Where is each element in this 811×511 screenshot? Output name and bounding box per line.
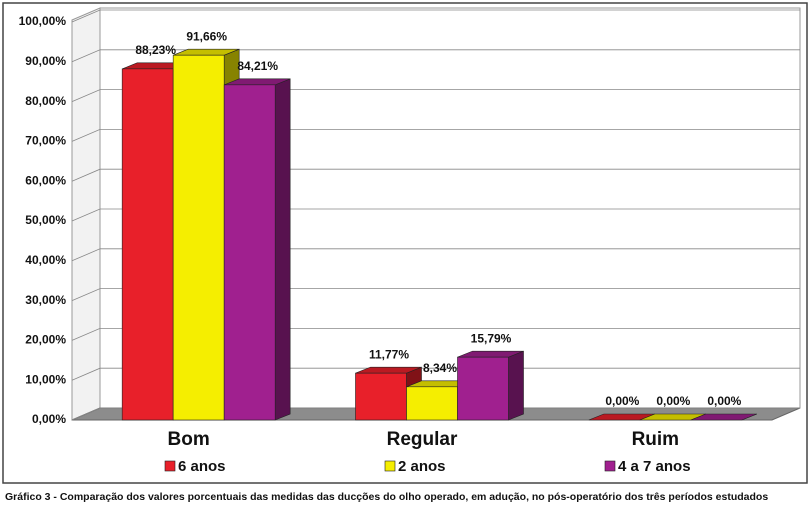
grid-line: [71, 128, 800, 142]
bar: [457, 356, 509, 421]
grid-line: [71, 208, 800, 222]
grid-line: [71, 49, 800, 63]
bar-side: [274, 78, 291, 421]
y-tick-label: 20,00%: [25, 333, 66, 347]
value-label: 15,79%: [471, 331, 512, 345]
value-label: 0,00%: [707, 394, 741, 408]
x-tick-label: Regular: [387, 429, 458, 450]
bar: [223, 84, 276, 421]
y-tick-label: 70,00%: [25, 134, 66, 148]
grid-line: [71, 367, 800, 381]
bar-top: [690, 413, 757, 421]
value-label: 0,00%: [656, 394, 690, 408]
grid-line: [71, 9, 800, 23]
grid-line: [71, 407, 800, 421]
grid-line: [71, 327, 800, 341]
value-label: 91,66%: [186, 29, 227, 43]
bar: [172, 54, 225, 421]
y-tick-label: 30,00%: [25, 293, 66, 307]
caption: Gráfico 3 - Comparação dos valores porce…: [5, 491, 768, 503]
y-tick-label: 0,00%: [32, 412, 66, 426]
legend-swatch: [604, 460, 616, 472]
legend-label: 2 anos: [398, 458, 446, 475]
grid-line: [71, 288, 800, 301]
grid-line: [71, 89, 800, 102]
value-label: 11,77%: [369, 347, 409, 361]
grid-line: [71, 168, 800, 182]
y-tick-label: 40,00%: [25, 253, 66, 267]
value-label: 8,34%: [423, 361, 457, 375]
legend-swatch: [384, 460, 396, 472]
y-tick-label: 60,00%: [25, 173, 66, 187]
value-label: 0,00%: [605, 394, 639, 408]
legend-swatch: [164, 460, 176, 472]
y-tick-label: 90,00%: [25, 54, 66, 68]
y-tick-label: 50,00%: [25, 213, 66, 227]
value-label: 88,23%: [135, 43, 176, 57]
x-tick-label: Ruim: [632, 429, 680, 450]
legend-label: 4 a 7 anos: [618, 458, 691, 475]
y-tick-label: 10,00%: [25, 372, 66, 386]
value-label: 84,21%: [237, 59, 278, 73]
grid-line: [71, 248, 800, 262]
bar: [406, 386, 458, 421]
x-tick-label: Bom: [168, 429, 210, 450]
bar: [355, 372, 407, 421]
bar-side: [508, 350, 524, 421]
y-tick-label: 100,00%: [19, 14, 67, 28]
y-tick-label: 80,00%: [25, 94, 66, 108]
side-wall: [71, 7, 101, 421]
bar: [121, 68, 174, 421]
legend-label: 6 anos: [178, 458, 226, 475]
